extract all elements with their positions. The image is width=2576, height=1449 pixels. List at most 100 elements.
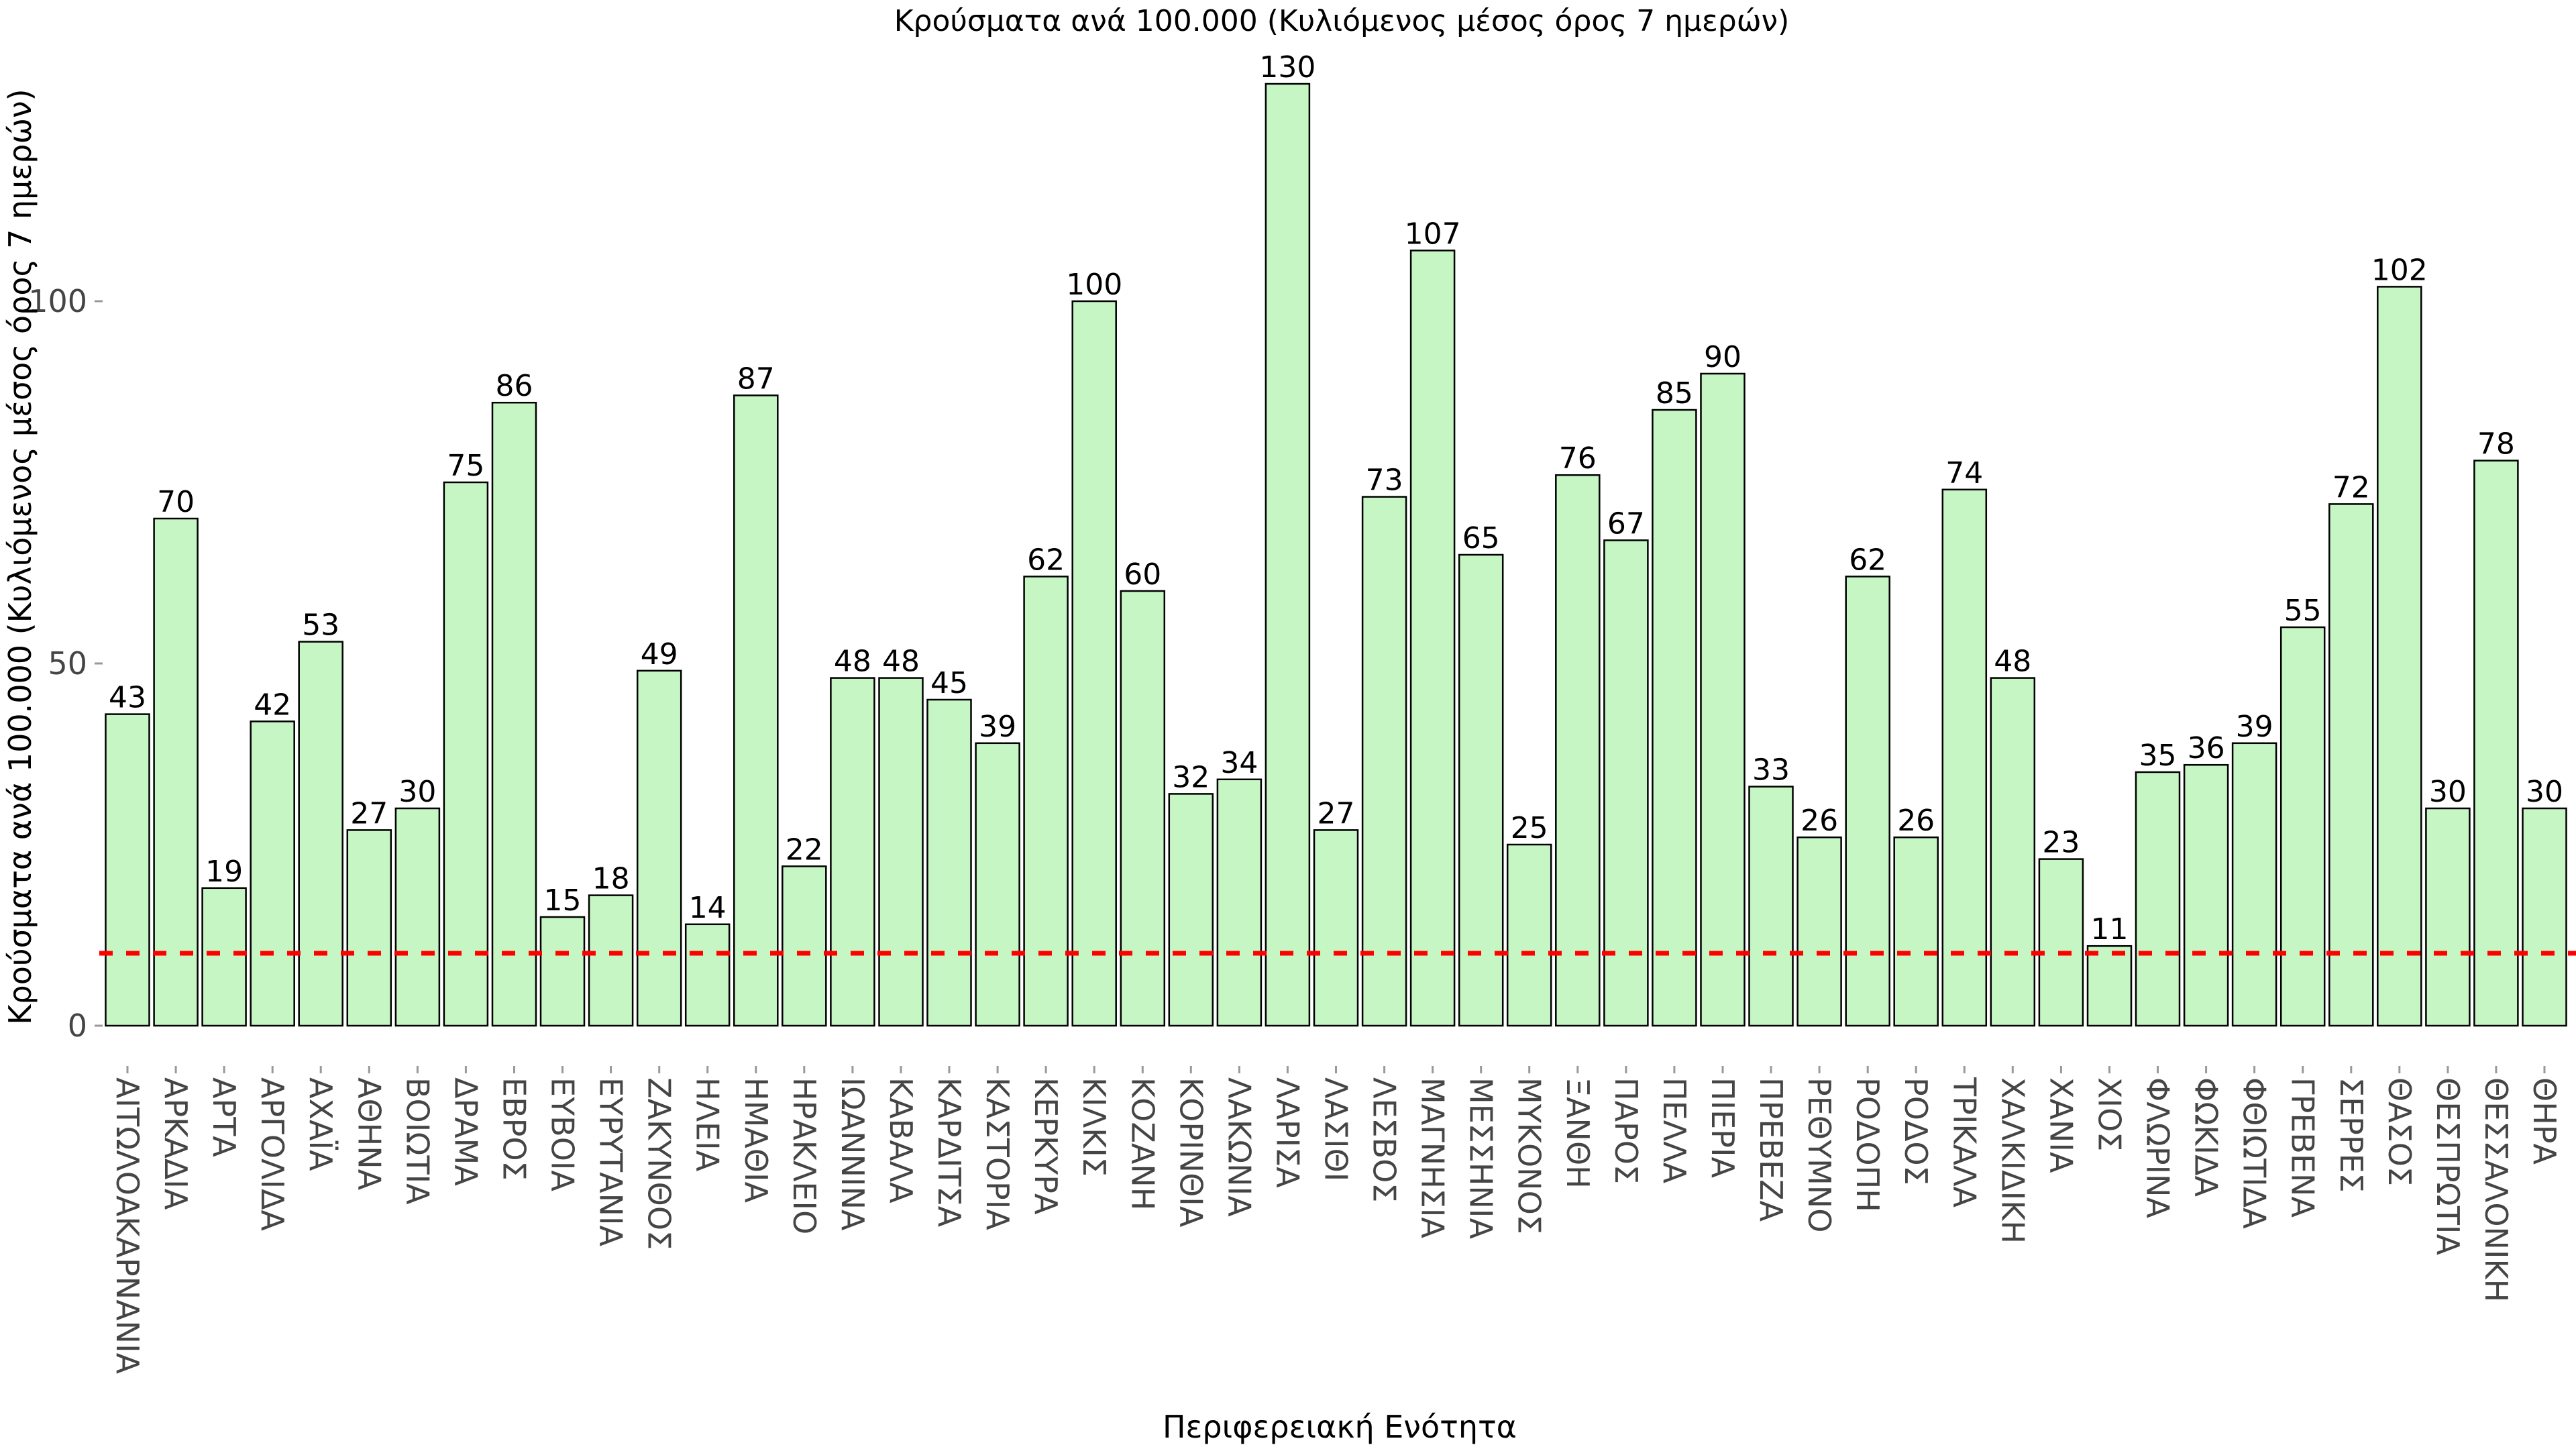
x-tick-label: ΧΑΛΚΙΔΙΚΗ [1994, 1077, 2031, 1244]
bar-value-label: 18 [592, 862, 630, 896]
bar-value-label: 78 [2477, 427, 2515, 462]
x-tick-label: ΚΕΡΚΥΡΑ [1028, 1077, 1064, 1215]
bar-value-label: 62 [1849, 543, 1886, 577]
bar [539, 916, 586, 1027]
x-tick-label: ΓΡΕΒΕΝΑ [2285, 1077, 2321, 1218]
bar-value-label: 25 [1511, 811, 1548, 845]
x-tick-label: ΔΡΑΜΑ [447, 1077, 484, 1186]
bar [2522, 807, 2567, 1027]
bar [1023, 576, 1069, 1027]
bar [2473, 460, 2519, 1027]
bar [2425, 807, 2471, 1027]
x-tick-label: ΚΟΡΙΝΘΙΑ [1173, 1077, 1209, 1228]
bar-value-label: 72 [2332, 470, 2370, 504]
bar [201, 887, 247, 1027]
bar [1071, 300, 1117, 1027]
x-tick-label: ΖΑΚΥΝΘΟΣ [641, 1077, 678, 1250]
bar-value-label: 36 [2188, 731, 2225, 765]
x-tick-label: ΑΘΗΝΑ [351, 1077, 387, 1191]
bar-value-label: 19 [205, 855, 243, 889]
bar-value-label: 22 [786, 833, 823, 867]
bar [1409, 250, 1456, 1027]
bar-value-label: 86 [496, 369, 533, 403]
x-tick-label: ΜΥΚΟΝΟΣ [1511, 1077, 1548, 1234]
x-tick-label: ΚΙΛΚΙΣ [1076, 1077, 1112, 1177]
x-tick-label: ΧΑΝΙΑ [2043, 1077, 2079, 1173]
bar [2279, 626, 2326, 1027]
x-tick-label: ΚΑΡΔΙΤΣΑ [931, 1077, 967, 1228]
x-tick-label: ΒΟΙΩΤΙΑ [399, 1077, 435, 1205]
bar-value-label: 23 [2042, 826, 2080, 860]
bar-value-label: 48 [882, 645, 920, 679]
y-tick-label: 0 [68, 1008, 87, 1044]
bar-value-label: 39 [979, 710, 1016, 744]
bar-value-label: 26 [1801, 804, 1838, 838]
bar-value-label: 75 [447, 449, 484, 483]
x-tick-label: ΣΕΡΡΕΣ [2333, 1077, 2369, 1193]
bar-value-label: 85 [1656, 376, 1693, 411]
bar [2086, 945, 2133, 1027]
bar [588, 894, 634, 1027]
bar [2377, 286, 2422, 1027]
x-tick-label: ΕΒΡΟΣ [496, 1077, 533, 1181]
bar [153, 517, 199, 1027]
bar [491, 401, 537, 1027]
bar [2231, 742, 2277, 1027]
bar-value-label: 65 [1462, 521, 1500, 555]
bar [1700, 372, 1746, 1027]
bar-value-label: 76 [1559, 441, 1597, 476]
x-tick-label: ΠΑΡΟΣ [1608, 1077, 1644, 1184]
x-tick-label: ΦΘΙΩΤΙΔΑ [2237, 1077, 2273, 1229]
bar [1845, 576, 1890, 1027]
x-tick-label: ΚΑΒΑΛΑ [883, 1077, 919, 1203]
x-tick-label: ΑΧΑΪΑ [303, 1077, 339, 1171]
bar [2038, 858, 2084, 1027]
bar [1506, 843, 1552, 1027]
y-tick-label: 100 [28, 283, 87, 319]
x-tick-label: ΞΑΝΘΗ [1560, 1077, 1596, 1189]
x-axis-title: Περιφερειακή Ενότητα [1163, 1409, 1517, 1445]
x-tick-label: ΠΕΛΛΑ [1656, 1077, 1693, 1184]
x-axis-ticks: ΑΙΤΩΛΟΑΚΑΡΝΑΝΙΑ ΑΡΚΑΔΙΑ ΑΡΤΑ ΑΡΓΟΛΙΔΑ ΑΧΑΪΑ Α… [109, 1066, 2563, 1375]
bar [1652, 409, 1697, 1027]
bar [2183, 763, 2229, 1027]
bar [443, 481, 489, 1027]
bar-value-label: 45 [930, 666, 968, 700]
bar [1990, 677, 2036, 1027]
bar-value-label: 39 [2236, 710, 2273, 744]
bar-value-label: 102 [2371, 253, 2428, 287]
bar [250, 720, 295, 1027]
bar [878, 677, 924, 1027]
x-tick-label: ΘΗΡΑ [2526, 1077, 2563, 1165]
bar-value-label: 62 [1027, 543, 1065, 577]
x-tick-label: ΦΩΚΙΔΑ [2188, 1077, 2224, 1197]
bar [105, 713, 150, 1027]
bar [1555, 474, 1601, 1027]
bar-value-label: 11 [2091, 912, 2129, 947]
x-tick-label: ΜΑΓΝΗΣΙΑ [1415, 1077, 1451, 1238]
bar-value-label: 53 [302, 608, 339, 643]
bar [394, 807, 441, 1027]
bar-value-label: 30 [2429, 775, 2467, 809]
x-tick-label: ΡΟΔΟΣ [1898, 1077, 1934, 1185]
x-tick-label: ΧΙΟΣ [2092, 1077, 2128, 1151]
x-tick-label: ΑΡΓΟΛΙΔΑ [254, 1077, 290, 1232]
bar [298, 641, 343, 1027]
x-tick-label: ΗΛΕΙΑ [690, 1077, 726, 1172]
x-tick-label: ΜΕΣΣΗΝΙΑ [1463, 1077, 1499, 1239]
bar-value-label: 30 [2526, 775, 2563, 809]
x-tick-label: ΘΕΣΠΡΩΤΙΑ [2430, 1077, 2466, 1255]
bar [830, 677, 875, 1027]
y-axis-title: Κρούσματα ανά 100.000 (Κυλιόμενος μέσος … [2, 89, 38, 1024]
x-tick-label: ΤΡΙΚΑΛΑ [1946, 1077, 1982, 1208]
x-tick-label: ΠΡΕΒΕΖΑ [1753, 1077, 1789, 1222]
bar-value-label: 14 [689, 891, 727, 925]
bar-value-label: 107 [1405, 217, 1461, 251]
bar-value-label: 27 [1318, 796, 1355, 830]
x-tick-label: ΚΟΖΑΝΗ [1124, 1077, 1161, 1210]
bar-value-label: 48 [1994, 645, 2031, 679]
x-tick-label: ΕΥΡΥΤΑΝΙΑ [593, 1077, 629, 1247]
bar-value-label: 27 [350, 796, 388, 830]
